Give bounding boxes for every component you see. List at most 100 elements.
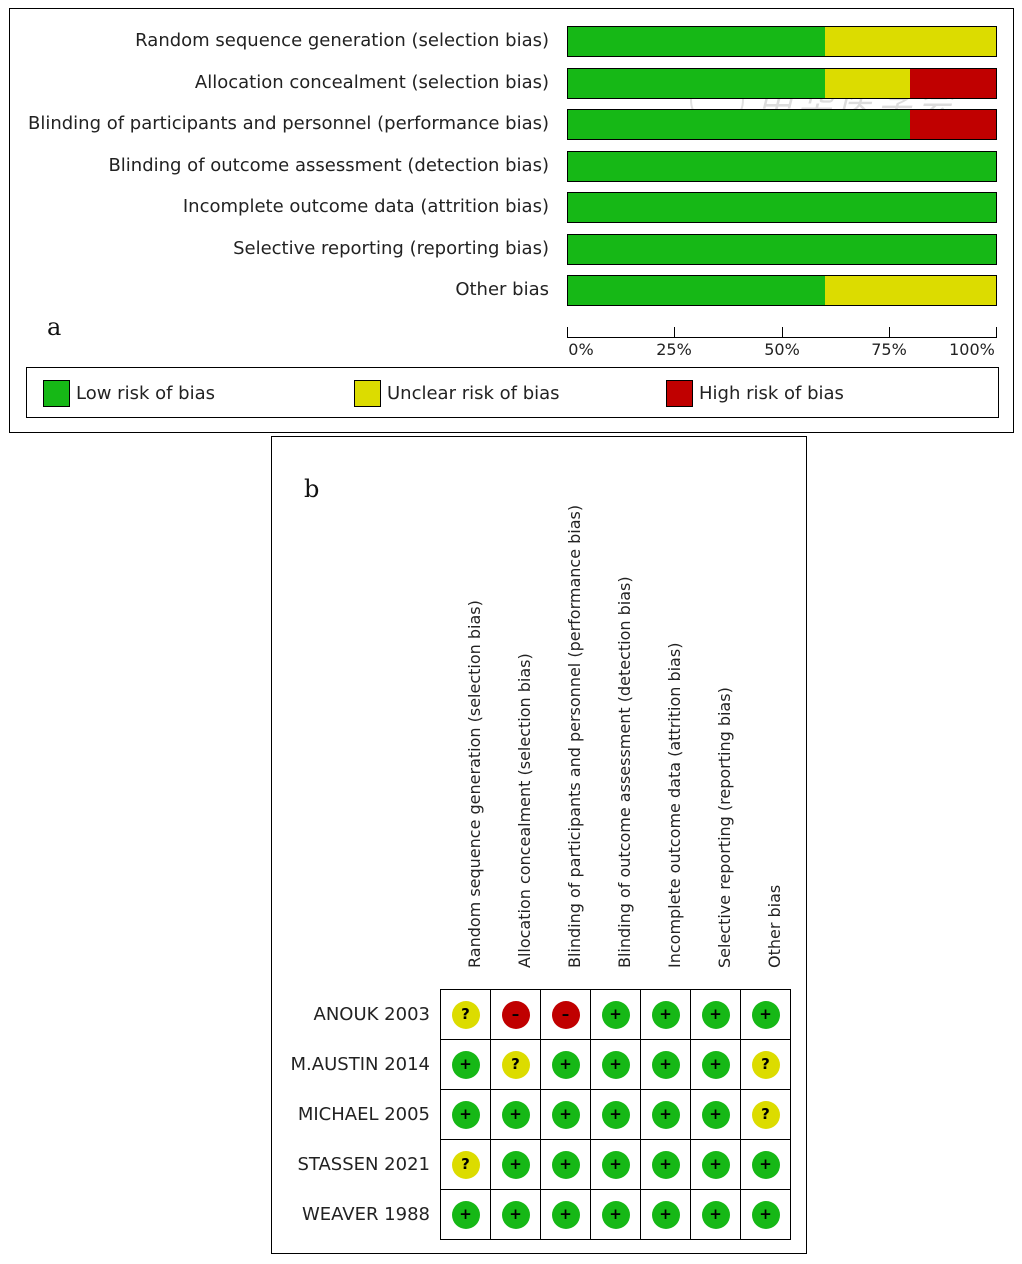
x-tick-label: 50%: [764, 340, 800, 359]
rating-cell: +: [741, 1140, 791, 1190]
column-header: Incomplete outcome data (attrition bias): [650, 577, 684, 987]
rating-low-icon: +: [551, 1050, 580, 1079]
bar-segment-high: [910, 110, 996, 139]
x-tick: [889, 327, 890, 338]
rating-unclear-icon: ?: [751, 1100, 780, 1129]
rating-low-icon: +: [751, 1200, 780, 1229]
rating-cell: +: [691, 1140, 741, 1190]
rating-unclear-icon: ?: [451, 1000, 480, 1029]
rating-low-icon: +: [701, 1100, 730, 1129]
bar-segment-unclear: [824, 276, 996, 305]
rating-low-icon: +: [601, 1200, 630, 1229]
column-header-label: Selective reporting (reporting bias): [715, 687, 734, 968]
column-header-label: Incomplete outcome data (attrition bias): [665, 642, 684, 968]
legend-item-high: High risk of bias: [666, 380, 844, 407]
column-header-label: Random sequence generation (selection bi…: [465, 600, 484, 968]
column-header-label: Allocation concealment (selection bias): [515, 653, 534, 968]
bar-segment-low: [568, 110, 911, 139]
rating-cell: ?: [741, 1040, 791, 1090]
column-header: Selective reporting (reporting bias): [700, 577, 734, 987]
bar-track: [567, 68, 997, 99]
x-tick-label: 0%: [568, 340, 594, 359]
legend-label-high: High risk of bias: [699, 383, 844, 404]
rating-low-icon: +: [701, 1150, 730, 1179]
column-header: Allocation concealment (selection bias): [500, 577, 534, 987]
study-label: M.AUSTIN 2014: [290, 1054, 430, 1075]
category-label: Incomplete outcome data (attrition bias): [182, 196, 549, 217]
rating-low-icon: +: [701, 1000, 730, 1029]
rating-cell: +: [491, 1090, 541, 1140]
rating-high-icon: –: [551, 1000, 580, 1029]
category-label: Random sequence generation (selection bi…: [135, 30, 549, 51]
legend-swatch-high: [666, 380, 693, 407]
rating-cell: +: [641, 1140, 691, 1190]
legend-item-low: Low risk of bias: [43, 380, 215, 407]
rating-cell: +: [541, 1190, 591, 1240]
rating-low-icon: +: [751, 1000, 780, 1029]
table-row: + + + + + +?: [441, 1090, 791, 1140]
bar-track: [567, 151, 997, 182]
rating-low-icon: +: [651, 1000, 680, 1029]
rating-cell: +: [691, 1040, 741, 1090]
legend-label-low: Low risk of bias: [76, 383, 215, 404]
rating-cell: +: [691, 1190, 741, 1240]
bar-segment-high: [910, 69, 996, 98]
column-header-label: Blinding of participants and personnel (…: [565, 504, 584, 968]
bar-segment-unclear: [824, 27, 996, 56]
legend: Low risk of bias Unclear risk of bias Hi…: [26, 367, 999, 418]
rating-cell: +: [641, 1190, 691, 1240]
rating-cell: +: [441, 1040, 491, 1090]
risk-of-bias-graph-panel: a 中华医学会 Random sequence generation (sele…: [9, 8, 1014, 433]
study-label: WEAVER 1988: [301, 1204, 430, 1225]
bar-track: [567, 192, 997, 223]
column-header-label: Blinding of outcome assessment (detectio…: [615, 576, 634, 968]
rating-low-icon: +: [451, 1100, 480, 1129]
rating-low-icon: +: [601, 1150, 630, 1179]
rating-unclear-icon: ?: [501, 1050, 530, 1079]
rating-unclear-icon: ?: [451, 1150, 480, 1179]
rating-low-icon: +: [701, 1050, 730, 1079]
column-header: Random sequence generation (selection bi…: [450, 577, 484, 987]
x-tick: [674, 327, 675, 338]
rating-low-icon: +: [651, 1100, 680, 1129]
bar-track: [567, 275, 997, 306]
category-label: Selective reporting (reporting bias): [233, 238, 549, 259]
rating-cell: +: [541, 1140, 591, 1190]
rating-low-icon: +: [501, 1100, 530, 1129]
rating-cell: +: [441, 1190, 491, 1240]
study-label: STASSEN 2021: [297, 1154, 430, 1175]
rating-cell: ?: [491, 1040, 541, 1090]
bar-segment-low: [568, 152, 996, 181]
rating-low-icon: +: [551, 1200, 580, 1229]
rating-low-icon: +: [651, 1150, 680, 1179]
rating-low-icon: +: [751, 1150, 780, 1179]
x-tick-label: 100%: [949, 340, 995, 359]
rating-cell: +: [591, 1140, 641, 1190]
panel-label-a: a: [47, 313, 62, 341]
legend-label-unclear: Unclear risk of bias: [387, 383, 560, 404]
rating-cell: ?: [441, 990, 491, 1040]
bar-track: [567, 109, 997, 140]
rating-cell: –: [541, 990, 591, 1040]
rating-low-icon: +: [501, 1150, 530, 1179]
x-tick: [567, 327, 568, 338]
rating-low-icon: +: [701, 1200, 730, 1229]
rating-cell: +: [641, 990, 691, 1040]
rating-low-icon: +: [601, 1100, 630, 1129]
rating-cell: +: [691, 990, 741, 1040]
column-header: Blinding of participants and personnel (…: [550, 505, 584, 987]
rating-low-icon: +: [451, 1200, 480, 1229]
rating-cell: +: [491, 1140, 541, 1190]
bar-track: [567, 26, 997, 57]
column-header: Other bias: [750, 577, 784, 987]
rating-cell: +: [541, 1090, 591, 1140]
study-label: MICHAEL 2005: [297, 1104, 430, 1125]
bar-segment-low: [568, 193, 996, 222]
rating-low-icon: +: [601, 1050, 630, 1079]
column-header: Blinding of outcome assessment (detectio…: [600, 576, 634, 987]
rating-cell: +: [591, 990, 641, 1040]
rating-low-icon: +: [501, 1200, 530, 1229]
rating-cell: +: [641, 1040, 691, 1090]
category-label: Blinding of participants and personnel (…: [27, 113, 549, 134]
category-label: Allocation concealment (selection bias): [194, 72, 549, 93]
